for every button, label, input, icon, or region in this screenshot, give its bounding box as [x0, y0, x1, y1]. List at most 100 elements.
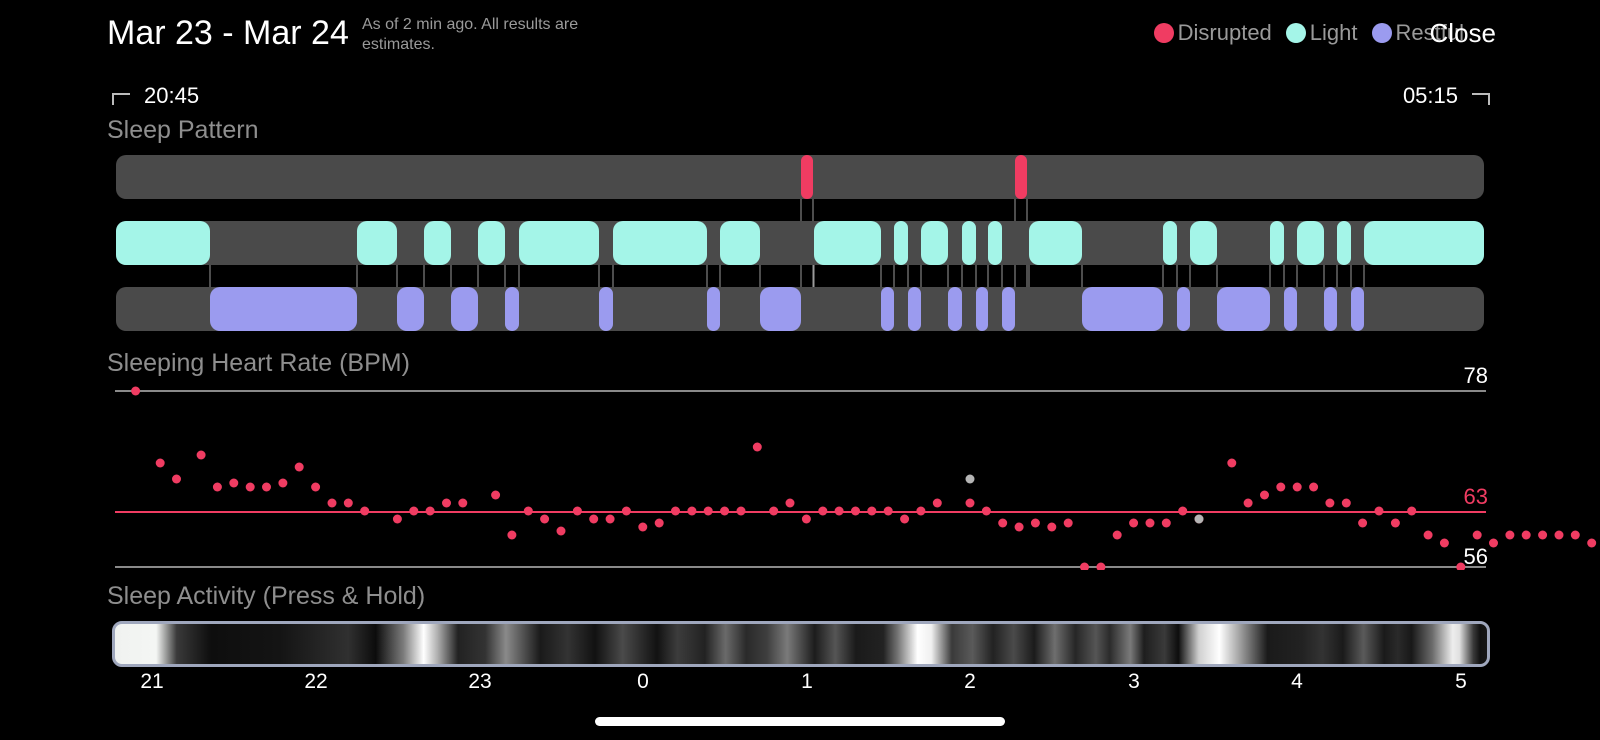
heart-rate-point	[1309, 482, 1319, 492]
heart-rate-points	[131, 386, 1597, 570]
heart-rate-point	[155, 458, 165, 468]
heart-rate-point-gray	[1194, 514, 1204, 524]
restful-segment	[1177, 287, 1190, 331]
heart-rate-point	[965, 498, 975, 508]
heart-rate-point	[294, 462, 304, 472]
restful-segment	[599, 287, 613, 331]
heart-rate-chart[interactable]: 78 63 56	[0, 360, 1600, 570]
heart-rate-point	[196, 450, 206, 460]
heart-rate-point	[392, 514, 402, 524]
heart-rate-point	[1145, 518, 1155, 528]
heart-rate-point	[1260, 490, 1269, 500]
heart-rate-point	[1390, 518, 1400, 528]
heart-rate-point	[491, 490, 501, 500]
heart-rate-point	[343, 498, 353, 508]
heart-rate-point	[572, 506, 582, 516]
heart-rate-point	[360, 506, 370, 516]
heart-rate-point	[932, 498, 942, 508]
max-value: 78	[1464, 363, 1488, 388]
heart-rate-point	[229, 478, 239, 488]
restful-dot-icon	[1371, 23, 1392, 43]
heart-rate-point	[131, 386, 141, 396]
heart-rate-point	[589, 514, 599, 524]
avg-value: 63	[1464, 484, 1488, 509]
heart-rate-point	[851, 506, 860, 516]
heart-rate-point	[867, 506, 877, 516]
restful-segment	[760, 287, 801, 331]
restful-segment	[1351, 287, 1364, 331]
disrupted-track[interactable]	[116, 155, 1484, 199]
restful-segment	[1217, 287, 1270, 331]
light-segment	[962, 221, 976, 265]
heart-rate-point	[1358, 518, 1368, 528]
heart-rate-point	[409, 506, 419, 516]
heart-rate-point	[1096, 562, 1106, 570]
restful-track[interactable]	[116, 287, 1484, 331]
heart-rate-point	[605, 514, 615, 524]
light-segment	[894, 221, 908, 265]
light-segment	[116, 221, 210, 265]
light-segment	[424, 221, 451, 265]
heart-rate-point	[654, 518, 664, 528]
heart-rate-point	[1439, 538, 1449, 548]
light-segment	[1297, 221, 1324, 265]
light-segment	[988, 221, 1002, 265]
heart-rate-point	[621, 506, 631, 516]
heart-rate-point	[1047, 522, 1057, 532]
home-indicator[interactable]	[595, 717, 1005, 726]
heart-rate-point	[458, 498, 468, 508]
disrupted-segment	[1015, 155, 1027, 199]
heart-rate-point	[1489, 538, 1498, 548]
heart-rate-point	[981, 506, 991, 516]
axis-tick: 1	[801, 670, 813, 693]
heart-rate-point	[172, 474, 181, 484]
heart-rate-point	[327, 498, 337, 508]
legend-restful: Restful	[1371, 20, 1464, 46]
legend-label-light: Light	[1309, 20, 1358, 45]
heart-rate-point	[1292, 482, 1302, 492]
heart-rate-point	[507, 530, 517, 540]
bracket-right-icon	[1472, 93, 1490, 105]
heart-rate-point	[1161, 518, 1171, 528]
heart-rate-point	[212, 482, 222, 492]
heart-rate-point	[1521, 530, 1531, 540]
legend-disrupted: Disrupted	[1153, 20, 1272, 46]
heart-rate-point	[1325, 498, 1335, 508]
heart-rate-point	[1505, 530, 1515, 540]
axis-tick: 3	[1128, 670, 1140, 693]
legend: Disrupted Light Restful	[1140, 20, 1464, 46]
heart-rate-point	[1570, 530, 1580, 540]
light-segment	[921, 221, 948, 265]
heart-rate-point	[1587, 538, 1597, 548]
heart-rate-point	[1030, 518, 1040, 528]
light-segment	[1190, 221, 1217, 265]
page-title: Mar 23 - Mar 24	[107, 14, 349, 52]
start-time: 20:45	[112, 83, 199, 109]
sleep-pattern-label: Sleep Pattern	[107, 116, 259, 144]
heart-rate-point	[801, 514, 811, 524]
heart-rate-point	[752, 442, 762, 452]
restful-segment	[1284, 287, 1297, 331]
close-button[interactable]: Close	[1429, 18, 1496, 48]
heart-rate-point	[998, 518, 1008, 528]
restful-segment	[948, 287, 962, 331]
heart-rate-point	[1080, 562, 1089, 570]
heart-rate-point	[736, 506, 746, 516]
sleep-activity-bar[interactable]	[112, 621, 1490, 667]
heart-rate-point	[1129, 518, 1139, 528]
sleep-activity-label: Sleep Activity (Press & Hold)	[107, 582, 426, 610]
heart-rate-point	[1374, 506, 1384, 516]
heart-rate-point	[1276, 482, 1286, 492]
min-value: 56	[1464, 544, 1488, 569]
restful-segment	[1082, 287, 1163, 331]
light-dot-icon	[1285, 23, 1306, 43]
heart-rate-point	[278, 478, 288, 488]
light-track[interactable]	[116, 221, 1484, 265]
disrupted-segment	[801, 155, 813, 199]
heart-rate-point-gray	[965, 474, 975, 484]
light-segment	[1364, 221, 1484, 265]
restful-segment	[397, 287, 424, 331]
light-segment	[1029, 221, 1082, 265]
heart-rate-point	[769, 506, 779, 516]
heart-rate-point	[245, 482, 255, 492]
